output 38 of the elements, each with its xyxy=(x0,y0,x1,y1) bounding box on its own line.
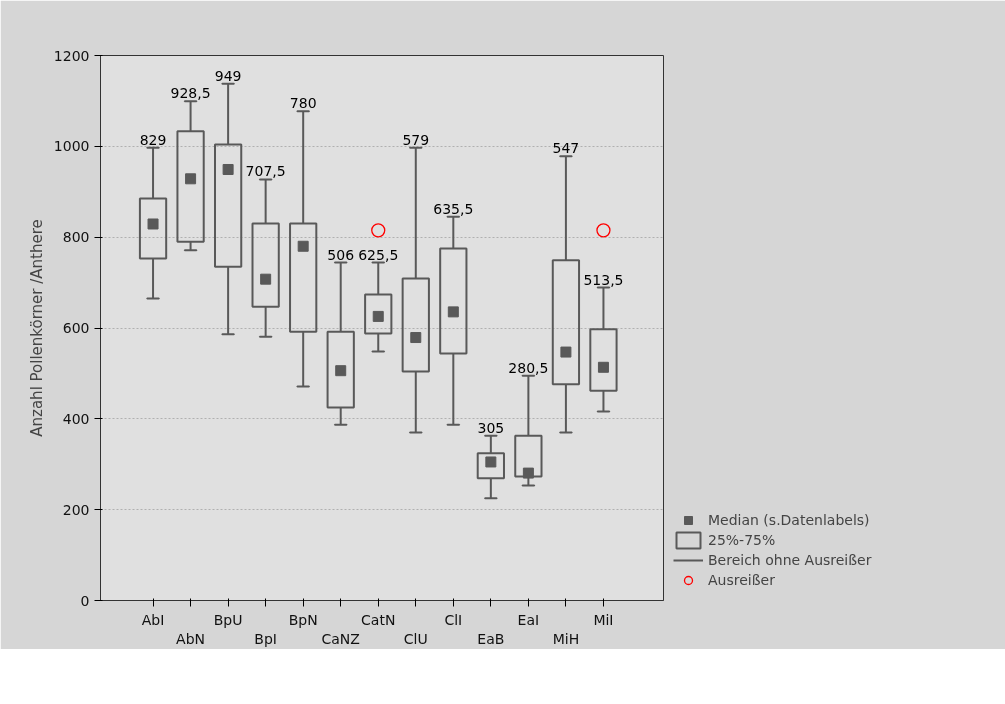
y-tick-label: 800 xyxy=(62,229,90,246)
x-tick-label: BpN xyxy=(288,611,318,628)
text: 305 xyxy=(477,419,505,436)
x-tick-label: EaI xyxy=(517,611,540,628)
x-tick-label: ClU xyxy=(403,630,428,647)
text: 949 xyxy=(214,67,242,84)
text: 635,5 xyxy=(433,200,474,217)
y-tick-label: 200 xyxy=(62,501,90,518)
y-axis-title: Anzahl Pollenkörner /Anthere xyxy=(27,219,46,437)
text: 928,5 xyxy=(170,85,211,102)
text: 780 xyxy=(289,95,317,112)
y-tick-label: 1200 xyxy=(53,47,90,64)
text: 513,5 xyxy=(583,271,624,288)
legend-label: 25%-75% xyxy=(708,532,776,548)
x-tick-label: CatN xyxy=(361,611,396,628)
text: 707,5 xyxy=(245,163,286,180)
legend-label: Ausreißer xyxy=(708,572,775,588)
x-tick-label: AbN xyxy=(176,630,206,647)
text: Median (s.Datenlabels) xyxy=(708,512,870,528)
text: 829 xyxy=(139,131,167,148)
x-tick-label: EaB xyxy=(477,630,505,647)
x-tick-label: BpU xyxy=(213,611,243,628)
x-tick-label: CaNZ xyxy=(321,630,360,647)
x-tick-label: MiI xyxy=(593,611,614,628)
text: 280,5 xyxy=(508,359,549,376)
text: Bereich ohne Ausreißer xyxy=(708,552,872,568)
y-tick-label: 600 xyxy=(62,320,90,336)
x-tick-label: MiH xyxy=(552,630,580,647)
y-tick-label: 0 xyxy=(80,592,90,609)
text: 506 xyxy=(327,246,355,263)
text: 625,5 xyxy=(358,246,399,263)
text: 579 xyxy=(402,131,430,148)
text: 547 xyxy=(552,140,580,157)
x-tick-label: ClI xyxy=(444,611,463,628)
y-tick-label: 1000 xyxy=(53,138,90,155)
y-tick-label: 400 xyxy=(62,410,90,427)
x-tick-label: AbI xyxy=(141,611,165,628)
x-tick-label: BpI xyxy=(254,630,277,647)
